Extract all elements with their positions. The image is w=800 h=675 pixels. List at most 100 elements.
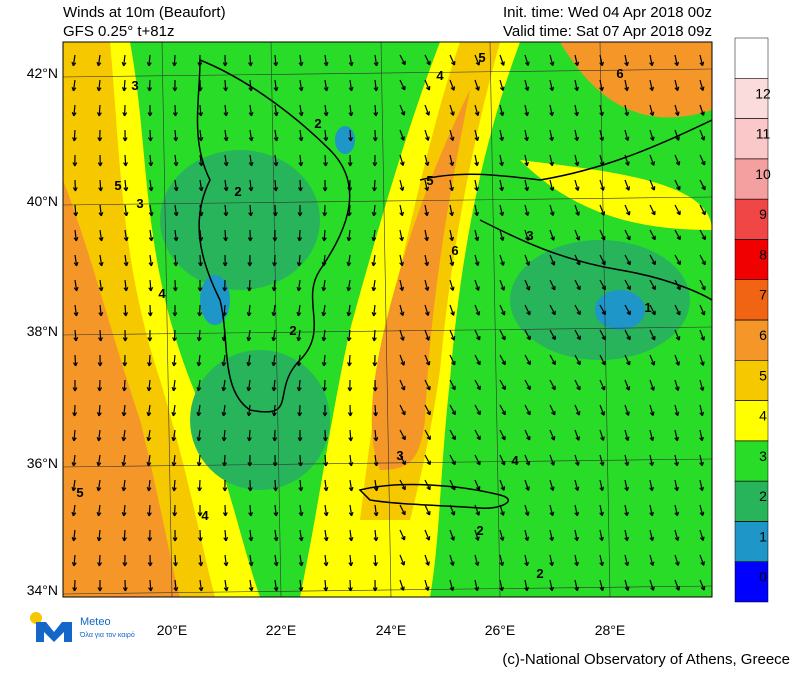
- wind-arrow: [298, 79, 304, 92]
- wind-arrow: [196, 379, 202, 392]
- wind-arrow: [674, 129, 680, 141]
- wind-arrow: [221, 304, 227, 317]
- wind-arrow: [171, 454, 177, 467]
- wind-zone: [371, 90, 470, 470]
- colorbar-label: 12: [755, 85, 771, 101]
- wind-arrow: [424, 504, 431, 516]
- wind-arrow: [121, 504, 127, 517]
- wind-arrow: [221, 329, 227, 342]
- wind-arrow: [649, 579, 655, 591]
- calm-zone: [190, 350, 330, 490]
- lon-label: 26°E: [485, 622, 516, 638]
- wind-arrow: [146, 504, 152, 517]
- wind-arrow: [399, 579, 405, 591]
- parallel: [63, 326, 712, 336]
- wind-arrow: [298, 504, 304, 517]
- wind-arrow: [223, 554, 229, 567]
- wind-arrow: [524, 529, 530, 542]
- wind-arrow: [248, 579, 254, 592]
- wind-arrow: [171, 479, 177, 492]
- wind-arrows: [71, 54, 706, 592]
- wind-arrow: [474, 104, 480, 116]
- wind-arrow: [524, 404, 531, 416]
- wind-arrow: [524, 554, 530, 567]
- colorbar-label: 1: [759, 528, 767, 544]
- wind-arrow: [123, 179, 129, 192]
- wind-arrow: [197, 479, 203, 492]
- wind-arrow: [624, 429, 630, 442]
- wind-arrow: [574, 304, 581, 316]
- wind-arrow: [273, 129, 279, 142]
- wind-arrow: [424, 404, 431, 416]
- wind-arrow: [346, 304, 352, 317]
- wind-arrow: [346, 204, 352, 217]
- wind-arrow: [599, 204, 606, 216]
- wind-arrow: [399, 404, 406, 416]
- wind-arrow: [699, 54, 705, 67]
- wind-arrow: [674, 529, 680, 542]
- wind-arrow: [323, 79, 329, 92]
- wind-arrow: [699, 79, 705, 92]
- contour-label: 5: [478, 50, 485, 65]
- wind-arrow: [348, 454, 354, 467]
- wind-arrow: [123, 229, 129, 242]
- wind-arrow: [196, 454, 202, 467]
- wind-arrow: [198, 229, 204, 242]
- wind-arrow: [499, 454, 506, 466]
- wind-arrow: [97, 579, 103, 592]
- wind-arrow: [449, 529, 455, 541]
- wind-arrow: [97, 129, 103, 142]
- colorbar-label: 7: [759, 287, 767, 303]
- wind-arrow: [271, 279, 277, 292]
- wind-arrow: [499, 554, 505, 567]
- wind-arrow: [624, 379, 631, 391]
- wind-arrow: [296, 304, 302, 317]
- parallel: [63, 196, 712, 206]
- contour-label: 2: [234, 184, 241, 199]
- wind-arrow: [424, 354, 431, 366]
- wind-arrow: [121, 79, 127, 92]
- wind-arrow: [549, 529, 555, 542]
- wind-arrow: [499, 504, 505, 516]
- wind-arrow: [624, 304, 631, 316]
- wind-arrow: [574, 54, 580, 67]
- wind-arrow: [549, 554, 554, 567]
- wind-arrow: [72, 404, 78, 417]
- wind-arrow: [674, 379, 680, 391]
- wind-arrow: [524, 579, 529, 592]
- wind-arrow: [699, 329, 706, 341]
- wind-arrow: [499, 354, 506, 366]
- wind-arrow: [399, 104, 406, 116]
- wind-arrow: [674, 254, 681, 266]
- wind-arrow: [474, 279, 480, 291]
- wind-arrow: [574, 104, 579, 117]
- wind-arrow: [574, 529, 579, 542]
- colorbar-segment: [734, 400, 769, 442]
- wind-arrow: [574, 579, 580, 592]
- wind-arrow: [348, 54, 354, 67]
- wind-arrow: [323, 529, 329, 542]
- wind-arrow: [298, 529, 304, 542]
- wind-arrow: [549, 429, 556, 441]
- contour-label: 3: [131, 78, 138, 93]
- wind-arrow: [223, 154, 229, 167]
- wind-arrow: [649, 279, 656, 291]
- wind-arrow: [524, 354, 531, 366]
- contour-label: 3: [396, 448, 403, 463]
- wind-arrow: [197, 79, 203, 92]
- wind-arrow: [549, 379, 556, 391]
- wind-arrow: [524, 154, 529, 167]
- colorbar-label: 0: [759, 569, 767, 585]
- wind-arrow: [449, 79, 456, 91]
- lat-label: 36°N: [27, 455, 58, 471]
- wind-arrow: [147, 104, 153, 117]
- wind-arrow: [272, 429, 278, 442]
- wind-arrow: [221, 354, 227, 367]
- wind-arrow: [97, 154, 103, 167]
- wind-arrow: [96, 529, 102, 542]
- wind-arrow: [699, 554, 705, 566]
- wind-arrow: [649, 304, 656, 316]
- coastline: [196, 58, 351, 413]
